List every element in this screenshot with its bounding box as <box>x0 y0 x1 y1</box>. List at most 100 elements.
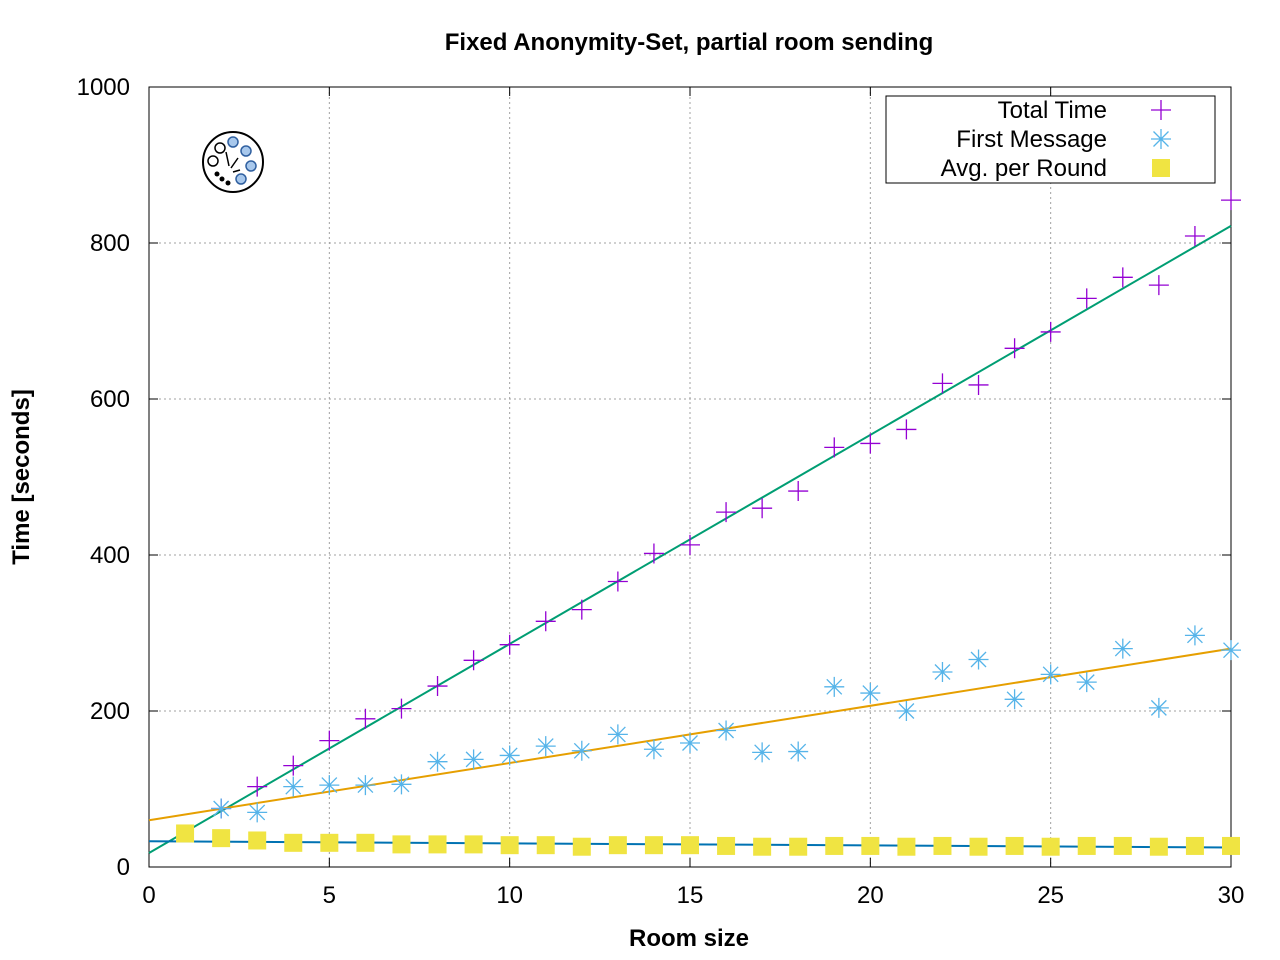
point-star <box>499 745 520 766</box>
point-square <box>464 835 483 854</box>
point-square <box>608 836 627 855</box>
point-star <box>788 741 809 762</box>
point-plus <box>571 599 592 620</box>
point-square <box>356 833 375 852</box>
y-tick-label: 400 <box>90 542 130 569</box>
legend-marks <box>1151 100 1171 177</box>
point-plus <box>1148 275 1169 296</box>
point-star <box>355 775 376 796</box>
point-plus <box>499 634 520 655</box>
point-star <box>535 736 556 757</box>
x-tick-label: 5 <box>323 882 336 909</box>
point-square <box>536 836 555 855</box>
chart-title: Fixed Anonymity-Set, partial room sendin… <box>445 29 934 56</box>
point-star <box>1148 697 1169 718</box>
point-star <box>1004 689 1025 710</box>
y-tick-label: 0 <box>117 854 130 881</box>
point-plus <box>752 498 773 519</box>
point-plus <box>535 611 556 632</box>
point-star <box>896 701 917 721</box>
point-plus <box>860 433 881 454</box>
point-square <box>1222 836 1240 855</box>
x-tick-labels: 0 5 10 15 20 25 30 <box>142 882 1244 909</box>
point-square <box>717 836 736 855</box>
point-square <box>284 833 303 852</box>
legend-label-first-message: First Message <box>956 126 1107 153</box>
point-plus <box>247 776 268 797</box>
point-plus <box>968 374 989 395</box>
x-tick-label: 30 <box>1218 882 1245 909</box>
legend-mark-1 <box>1151 129 1171 149</box>
y-tick-label: 800 <box>90 230 130 257</box>
point-square <box>572 837 591 856</box>
point-star <box>247 802 268 823</box>
point-square <box>1149 837 1168 856</box>
point-star <box>1221 640 1241 661</box>
series-1 <box>211 625 1241 823</box>
point-square <box>392 835 411 854</box>
data-marks <box>176 190 1241 856</box>
point-plus <box>463 650 484 671</box>
series-2 <box>176 824 1240 856</box>
x-tick-label: 20 <box>857 882 884 909</box>
point-star <box>607 724 628 745</box>
point-square <box>789 837 808 856</box>
grid <box>149 87 1231 867</box>
point-plus <box>1112 267 1133 288</box>
point-plus <box>1221 190 1241 211</box>
point-star <box>932 662 953 682</box>
point-plus <box>824 437 845 458</box>
point-star <box>860 683 881 704</box>
point-star <box>824 676 845 697</box>
point-star <box>643 739 664 760</box>
point-square <box>248 831 267 850</box>
point-star <box>427 751 448 772</box>
point-square <box>681 836 699 855</box>
x-tick-label: 15 <box>677 882 704 909</box>
point-plus <box>680 534 700 555</box>
point-square <box>1113 836 1132 855</box>
point-plus <box>1004 338 1025 359</box>
point-plus <box>716 502 737 523</box>
point-plus <box>932 373 953 394</box>
y-tick-label: 1000 <box>77 74 130 101</box>
point-square <box>969 837 988 856</box>
point-star <box>211 798 232 819</box>
room-logo-icon <box>202 131 264 193</box>
y-tick-label: 200 <box>90 698 130 725</box>
point-star <box>968 649 989 670</box>
point-star <box>283 776 304 797</box>
y-axis-title: Time [seconds] <box>8 389 35 565</box>
point-plus <box>1076 288 1097 309</box>
point-plus <box>788 481 809 502</box>
point-square <box>897 837 916 856</box>
series-0 <box>211 190 1241 819</box>
x-axis-title: Room size <box>629 925 749 952</box>
y-tick-label: 600 <box>90 386 130 413</box>
point-star <box>680 732 700 753</box>
point-square <box>212 829 231 848</box>
point-plus <box>1184 225 1205 246</box>
point-square <box>933 836 952 855</box>
point-square <box>644 836 663 855</box>
point-square <box>1005 836 1024 855</box>
point-plus <box>607 571 628 592</box>
point-plus <box>283 755 304 776</box>
point-square <box>861 836 880 855</box>
point-square <box>825 836 844 855</box>
legend: Total Time First Message Avg. per Round <box>885 95 1216 184</box>
point-square <box>428 835 447 854</box>
x-tick-label: 0 <box>142 882 155 909</box>
point-star <box>716 720 737 741</box>
point-square <box>1077 836 1096 855</box>
legend-label-total-time: Total Time <box>998 97 1107 124</box>
point-plus <box>391 698 412 719</box>
legend-label-avg-per-round: Avg. per Round <box>941 155 1107 182</box>
point-square <box>1041 837 1060 856</box>
point-star <box>1112 638 1133 659</box>
point-star <box>571 740 592 761</box>
x-tick-label: 10 <box>496 882 523 909</box>
point-square <box>753 837 772 856</box>
point-star <box>1076 672 1097 693</box>
